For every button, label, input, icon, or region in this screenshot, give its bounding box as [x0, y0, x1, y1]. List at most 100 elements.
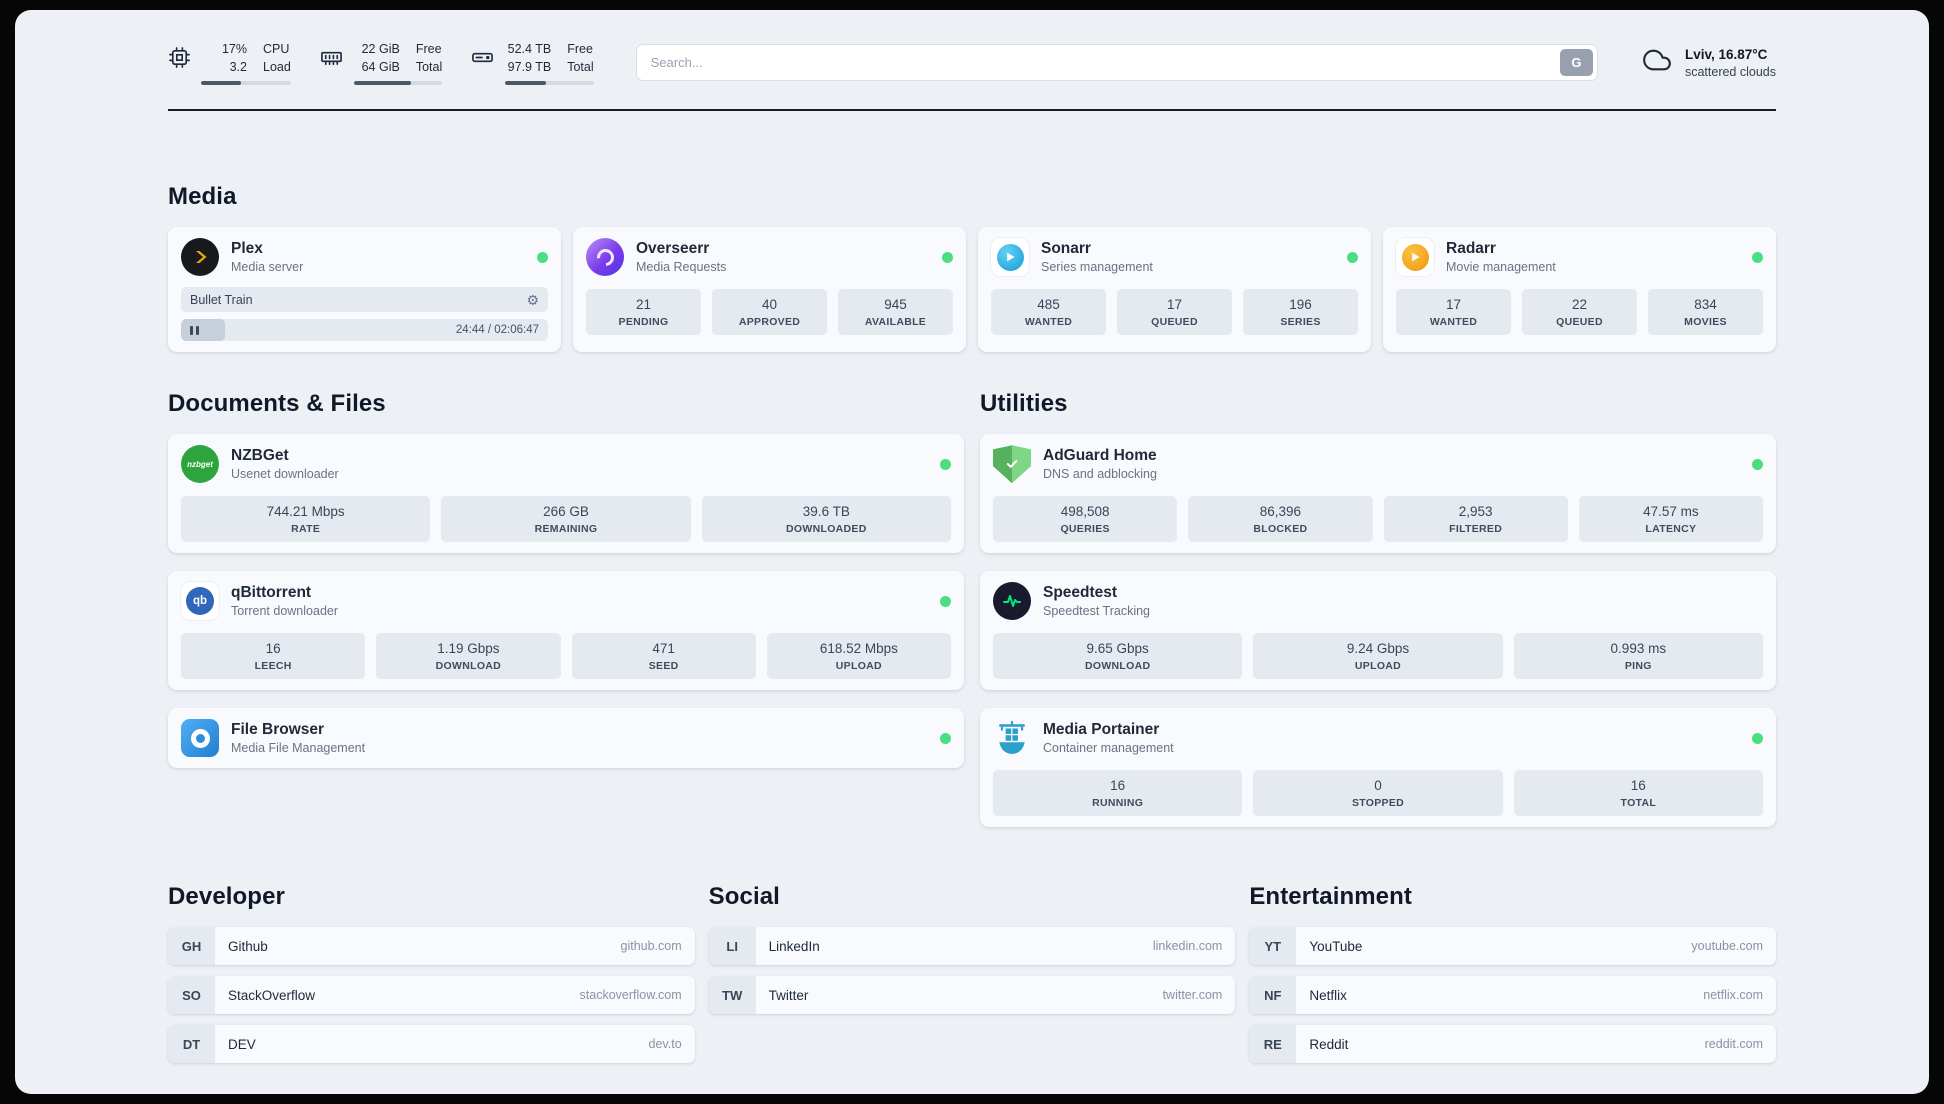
service-name: Sonarr — [1041, 240, 1091, 258]
qbittorrent-icon: qb — [181, 582, 219, 621]
memory-free-value: 22 GiB — [361, 42, 400, 56]
top-bar: 17% 3.2 CPU Load — [168, 40, 1776, 86]
stat-total: 16 TOTAL — [1513, 770, 1763, 817]
cpu-progress-bar — [201, 81, 291, 86]
status-dot — [1752, 732, 1763, 744]
service-description: Media Requests — [636, 260, 727, 275]
disk-free-value: 52.4 TB — [507, 42, 552, 56]
bookmark-reddit[interactable]: RE Reddit reddit.com — [1249, 1025, 1776, 1064]
disk-widget: 52.4 TB 97.9 TB Free Total — [470, 40, 594, 86]
cpu-widget: 17% 3.2 CPU Load — [168, 40, 291, 86]
bookmark-dev[interactable]: DT DEV dev.to — [168, 1025, 695, 1064]
stat-remaining: 266 GB REMAINING — [441, 496, 691, 543]
service-card-portainer[interactable]: Media Portainer Container management 16 R… — [980, 708, 1776, 828]
bookmark-github[interactable]: GH Github github.com — [168, 927, 695, 966]
gear-icon[interactable]: ⚙ — [526, 291, 539, 308]
weather-condition: scattered clouds — [1684, 64, 1776, 79]
service-card-radarr[interactable]: Radarr Movie management 17 WANTED 22 QUEUE… — [1383, 227, 1776, 353]
bookmark-domain: netflix.com — [1703, 988, 1763, 1003]
service-card-nzbget[interactable]: nzbget NZBGet Usenet downloader 744.21 M… — [168, 434, 964, 554]
service-description: Usenet downloader — [231, 467, 339, 482]
memory-progress-bar — [353, 81, 443, 86]
stat-running: 16 RUNNING — [993, 770, 1243, 817]
bookmark-abbr: LI — [708, 927, 756, 966]
service-description: Movie management — [1446, 260, 1556, 275]
bookmark-youtube[interactable]: YT YouTube youtube.com — [1249, 927, 1776, 966]
stat-approved: 40 APPROVED — [712, 289, 827, 336]
now-playing-box: Bullet Train ⚙ — [181, 287, 548, 313]
search-input[interactable] — [635, 44, 1598, 82]
service-description: Torrent downloader — [231, 604, 339, 619]
search-bar: G — [635, 44, 1598, 82]
speedtest-icon — [993, 582, 1031, 621]
service-name: Radarr — [1446, 240, 1496, 258]
section-heading-utilities: Utilities — [980, 390, 1068, 418]
header-divider — [168, 109, 1776, 112]
bookmark-group-social: Social LI LinkedIn linkedin.com TW Twitt… — [708, 883, 1236, 1025]
stat-queued: 17 QUEUED — [1117, 289, 1232, 336]
bookmark-heading-developer: Developer — [168, 883, 285, 911]
bookmark-twitter[interactable]: TW Twitter twitter.com — [708, 976, 1236, 1015]
service-description: DNS and adblocking — [1043, 467, 1157, 482]
section-documents: Documents & Files nzbget NZBGet Usenet d… — [168, 390, 964, 769]
bookmark-group-developer: Developer GH Github github.com SO StackO… — [168, 883, 695, 1074]
stat-movies: 834 MOVIES — [1648, 289, 1763, 336]
status-dot — [940, 458, 951, 470]
disk-label-2: Total — [567, 60, 594, 75]
cpu-usage-value: 17% — [221, 42, 247, 56]
status-dot — [942, 251, 953, 263]
service-card-adguard[interactable]: AdGuard Home DNS and adblocking 498,508 Q… — [980, 434, 1776, 554]
service-name: File Browser — [231, 721, 325, 739]
pause-icon[interactable] — [190, 325, 199, 335]
resource-widgets: 17% 3.2 CPU Load — [168, 40, 594, 86]
player-progress-bar[interactable]: 24:44 / 02:06:47 — [181, 319, 548, 342]
search-provider-button[interactable]: G — [1559, 49, 1593, 77]
memory-label-1: Free — [415, 42, 442, 56]
stat-wanted: 485 WANTED — [991, 289, 1106, 336]
status-dot — [1752, 251, 1763, 263]
service-card-qbittorrent[interactable]: qb qBittorrent Torrent downloader 16 LEEC… — [168, 571, 964, 691]
nzbget-icon: nzbget — [181, 445, 219, 484]
bookmark-name: DEV — [228, 1036, 256, 1052]
bookmark-abbr: RE — [1249, 1025, 1297, 1064]
bookmark-netflix[interactable]: NF Netflix netflix.com — [1249, 976, 1776, 1015]
bookmark-name: Github — [228, 938, 268, 954]
service-card-overseerr[interactable]: Overseerr Media Requests 21 PENDING 40 APP… — [573, 227, 966, 353]
stat-stopped: 0 STOPPED — [1253, 770, 1503, 817]
dashboard-page: 17% 3.2 CPU Load — [15, 10, 1929, 1094]
service-card-filebrowser[interactable]: File Browser Media File Management — [168, 708, 964, 769]
bookmark-stackoverflow[interactable]: SO StackOverflow stackoverflow.com — [168, 976, 695, 1015]
service-name: qBittorrent — [231, 584, 312, 602]
service-description: Series management — [1041, 260, 1153, 275]
stat-rate: 744.21 Mbps RATE — [181, 496, 431, 543]
stat-downloaded: 39.6 TB DOWNLOADED — [701, 496, 951, 543]
bookmark-domain: reddit.com — [1704, 1037, 1763, 1052]
bookmark-heading-social: Social — [708, 883, 780, 911]
weather-widget: Lviv, 16.87°C scattered clouds — [1640, 46, 1776, 79]
cpu-label-1: CPU — [263, 42, 290, 56]
bookmark-name: Netflix — [1309, 987, 1347, 1003]
service-name: Speedtest — [1043, 584, 1118, 602]
service-name: Plex — [231, 240, 263, 258]
bookmark-abbr: DT — [168, 1025, 215, 1064]
status-dot — [1347, 251, 1358, 263]
bookmark-domain: dev.to — [648, 1037, 682, 1052]
bookmark-name: StackOverflow — [228, 987, 316, 1003]
service-card-sonarr[interactable]: Sonarr Series management 485 WANTED 17 QUE… — [978, 227, 1371, 353]
service-description: Media File Management — [231, 741, 366, 756]
service-card-plex[interactable]: Plex Media server Bullet Train ⚙ 24:44 /… — [168, 227, 561, 353]
section-utilities: Utilities AdGuard Home DNS and adblockin… — [980, 390, 1776, 828]
cpu-chip-icon — [168, 40, 191, 69]
service-description: Speedtest Tracking — [1043, 604, 1151, 619]
bookmark-abbr: SO — [168, 976, 215, 1015]
status-dot — [940, 595, 951, 607]
bookmark-linkedin[interactable]: LI LinkedIn linkedin.com — [708, 927, 1236, 966]
bookmark-domain: linkedin.com — [1152, 939, 1223, 954]
status-dot — [537, 251, 548, 263]
filebrowser-icon — [181, 719, 219, 758]
service-card-speedtest[interactable]: Speedtest Speedtest Tracking 9.65 Gbps DO… — [980, 571, 1776, 691]
stat-available: 945 AVAILABLE — [838, 289, 953, 336]
stat-queries: 498,508 QUERIES — [993, 496, 1178, 543]
bookmark-name: YouTube — [1309, 938, 1363, 954]
cloud-icon — [1640, 46, 1674, 79]
